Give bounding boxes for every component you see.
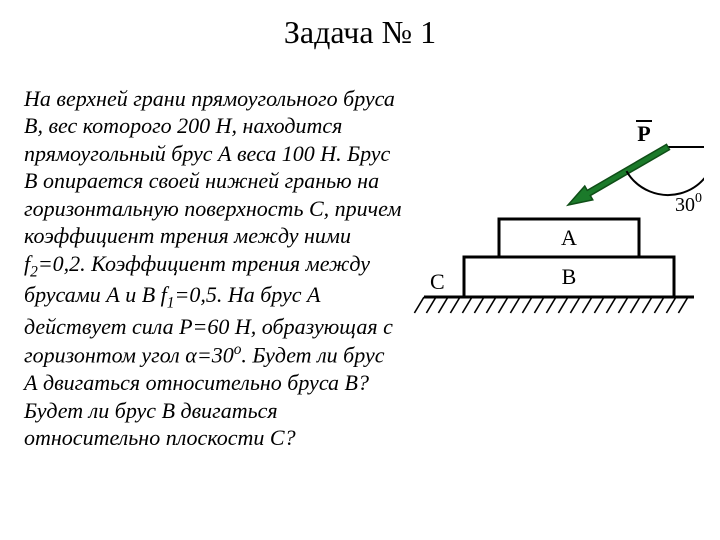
line-frag: =0,2. Коэффициент трения между bbox=[38, 251, 370, 276]
line: А двигаться относительно бруса В? bbox=[24, 370, 369, 395]
line: относительно плоскости С? bbox=[24, 425, 296, 450]
subscript: 2 bbox=[30, 263, 38, 280]
svg-text:300: 300 bbox=[675, 191, 702, 216]
alpha: α bbox=[185, 343, 197, 368]
line: коэффициент трения между ними bbox=[24, 223, 351, 248]
line: прямоугольный брус А веса 100 Н. Брус bbox=[24, 141, 390, 166]
problem-page: Задача № 1 На верхней грани прямоугольно… bbox=[0, 0, 720, 540]
line: Будет ли брус В двигаться bbox=[24, 398, 278, 423]
line: В опирается своей нижней гранью на bbox=[24, 168, 379, 193]
line-frag: горизонтом угол bbox=[24, 343, 185, 368]
figure-svg: AB C P 300 bbox=[404, 117, 704, 357]
line-frag: =0,5. На брус А bbox=[174, 282, 320, 307]
line: действует сила Р=60 Н, образующая с bbox=[24, 314, 393, 339]
content-row: На верхней грани прямоугольного бруса В,… bbox=[0, 57, 720, 452]
line-frag: . Будет ли брус bbox=[241, 343, 384, 368]
svg-text:B: B bbox=[562, 264, 577, 289]
line: В, вес которого 200 Н, находится bbox=[24, 113, 342, 138]
line-frag: =30 bbox=[197, 343, 234, 368]
figure: AB C P 300 bbox=[404, 117, 704, 437]
svg-text:C: C bbox=[430, 269, 445, 294]
line: горизонтальную поверхность С, причем bbox=[24, 196, 401, 221]
svg-text:P: P bbox=[637, 121, 650, 146]
problem-title: Задача № 1 bbox=[0, 0, 720, 57]
svg-text:A: A bbox=[561, 225, 577, 250]
problem-statement: На верхней грани прямоугольного бруса В,… bbox=[24, 57, 404, 452]
line: На верхней грани прямоугольного бруса bbox=[24, 86, 395, 111]
line-frag: брусами А и В f bbox=[24, 282, 167, 307]
